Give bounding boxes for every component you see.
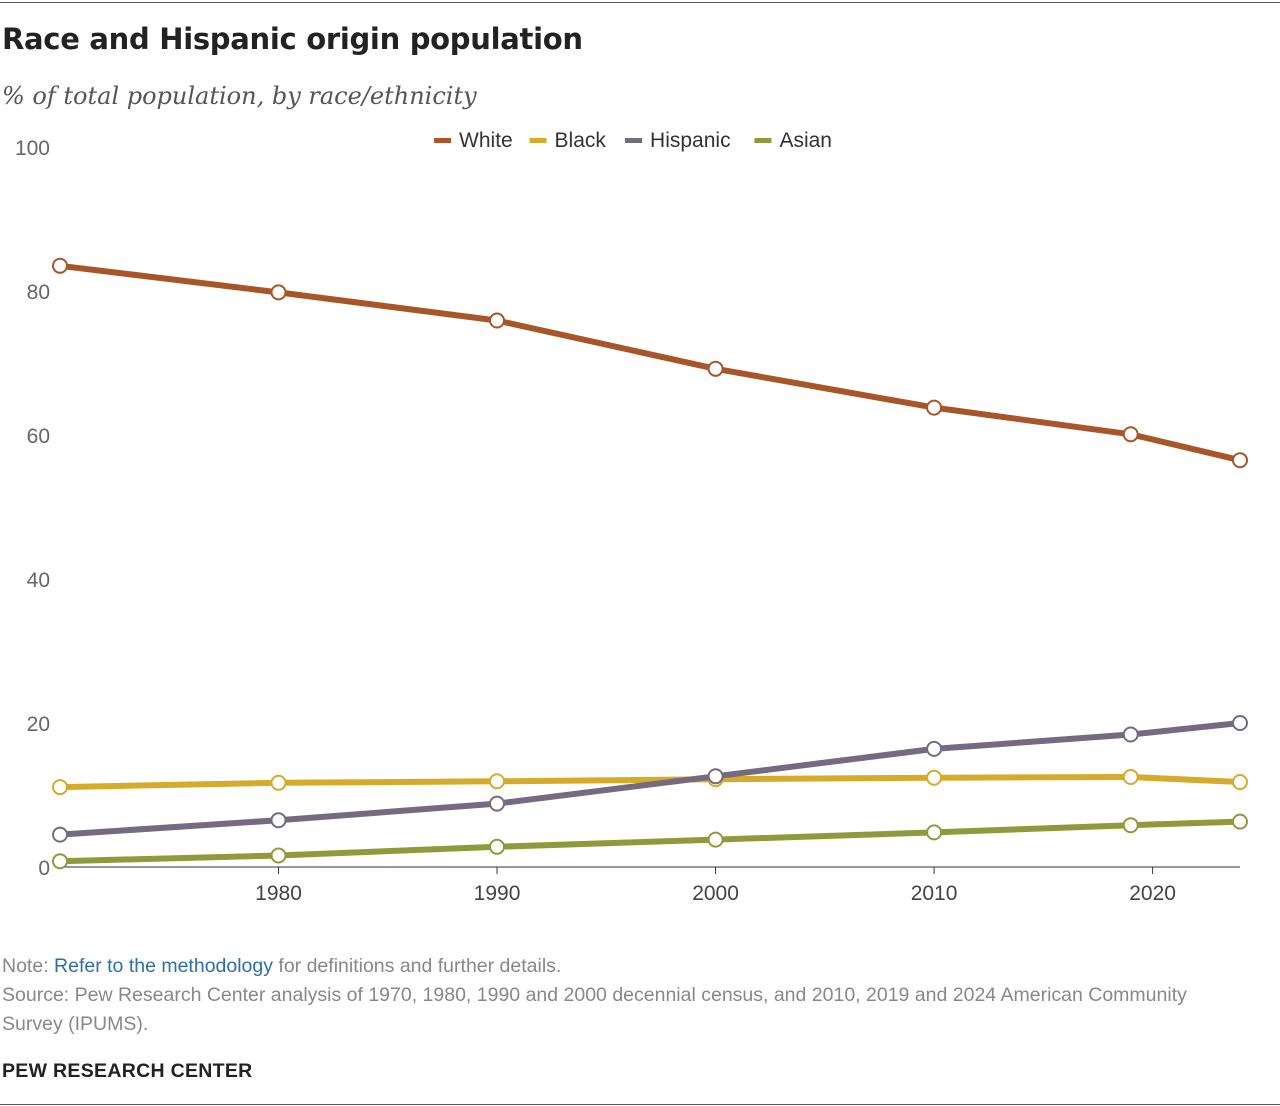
note-line: Note: Refer to the methodology for defin… xyxy=(2,952,1242,981)
source-line: Source: Pew Research Center analysis of … xyxy=(2,984,1187,1035)
x-tick-label-2000: 2000 xyxy=(692,882,739,905)
point-white-2000 xyxy=(707,360,724,377)
point-asian-1970 xyxy=(52,853,68,870)
point-asian-2024 xyxy=(1232,813,1248,830)
top-rule xyxy=(0,2,1280,3)
legend-label-black: Black xyxy=(555,129,607,152)
chart-notes: Note: Refer to the methodology for defin… xyxy=(2,952,1242,1039)
legend-item-asian: Asian xyxy=(754,129,832,152)
legend-label-hispanic: Hispanic xyxy=(650,129,731,152)
chart-subtitle: % of total population, by race/ethnicity xyxy=(2,82,477,110)
x-tick-label-2010: 2010 xyxy=(911,882,958,905)
bottom-rule xyxy=(0,1104,1280,1105)
point-hispanic-1980 xyxy=(270,812,287,829)
line-asian xyxy=(57,818,1243,865)
point-black-1980 xyxy=(270,774,287,791)
point-white-1980 xyxy=(270,284,287,301)
point-white-1990 xyxy=(489,312,505,329)
line-chart: White Black Hispanic Asian 0 20 40 60 80 100 198… xyxy=(15,129,1248,905)
legend-swatch-black xyxy=(529,138,547,143)
series-asian xyxy=(52,813,1248,870)
legend-swatch-white xyxy=(434,138,452,143)
note-suffix: for definitions and further details. xyxy=(273,955,562,977)
legend-label-asian: Asian xyxy=(779,129,832,152)
brand-label: PEW RESEARCH CENTER xyxy=(2,1060,253,1082)
point-asian-1980 xyxy=(270,847,287,864)
y-tick-label-60: 60 xyxy=(27,425,50,448)
y-tick-label-80: 80 xyxy=(27,281,50,304)
point-asian-2019 xyxy=(1122,817,1139,834)
x-tick-label-2020: 2020 xyxy=(1129,882,1176,905)
point-white-2024 xyxy=(1232,452,1248,469)
chart-title: Race and Hispanic origin population xyxy=(2,22,583,56)
legend-label-white: White xyxy=(459,129,513,152)
point-white-2010 xyxy=(926,399,943,416)
y-tick-label-40: 40 xyxy=(27,569,50,592)
point-hispanic-2024 xyxy=(1232,715,1248,731)
legend-item-white: White xyxy=(434,129,513,152)
point-black-2019 xyxy=(1122,769,1139,785)
point-hispanic-2000 xyxy=(707,768,724,785)
note-prefix: Note: xyxy=(2,955,55,977)
point-white-1970 xyxy=(52,257,68,274)
point-black-1990 xyxy=(489,773,505,790)
legend-swatch-hispanic xyxy=(625,138,643,143)
point-black-1970 xyxy=(52,779,68,796)
legend-swatch-asian xyxy=(754,138,772,143)
legend-item-black: Black xyxy=(529,129,607,152)
series-group xyxy=(52,257,1248,870)
y-tick-label-100: 100 xyxy=(15,137,50,160)
line-white xyxy=(57,262,1243,464)
methodology-link[interactable]: Refer to the methodology xyxy=(54,955,273,977)
x-axis: 1980 1990 2000 2010 2020 xyxy=(60,866,1240,905)
point-hispanic-2019 xyxy=(1122,726,1139,743)
series-hispanic xyxy=(52,715,1248,843)
point-hispanic-2010 xyxy=(926,740,943,757)
point-asian-2000 xyxy=(707,831,724,848)
point-black-2024 xyxy=(1232,774,1248,790)
x-tick-label-1990: 1990 xyxy=(474,882,521,905)
y-tick-label-20: 20 xyxy=(27,713,50,736)
y-axis: 0 20 40 60 80 100 xyxy=(15,137,50,880)
point-white-2019 xyxy=(1122,426,1139,443)
legend: White Black Hispanic Asian xyxy=(434,129,832,152)
point-asian-1990 xyxy=(489,838,505,855)
point-black-2010 xyxy=(926,769,943,786)
legend-item-hispanic: Hispanic xyxy=(625,129,731,152)
series-white xyxy=(52,257,1248,469)
x-tick-label-1980: 1980 xyxy=(255,882,302,905)
point-hispanic-1990 xyxy=(489,795,505,812)
point-asian-2010 xyxy=(926,824,943,841)
point-hispanic-1970 xyxy=(52,826,68,843)
y-tick-label-0: 0 xyxy=(38,857,50,880)
